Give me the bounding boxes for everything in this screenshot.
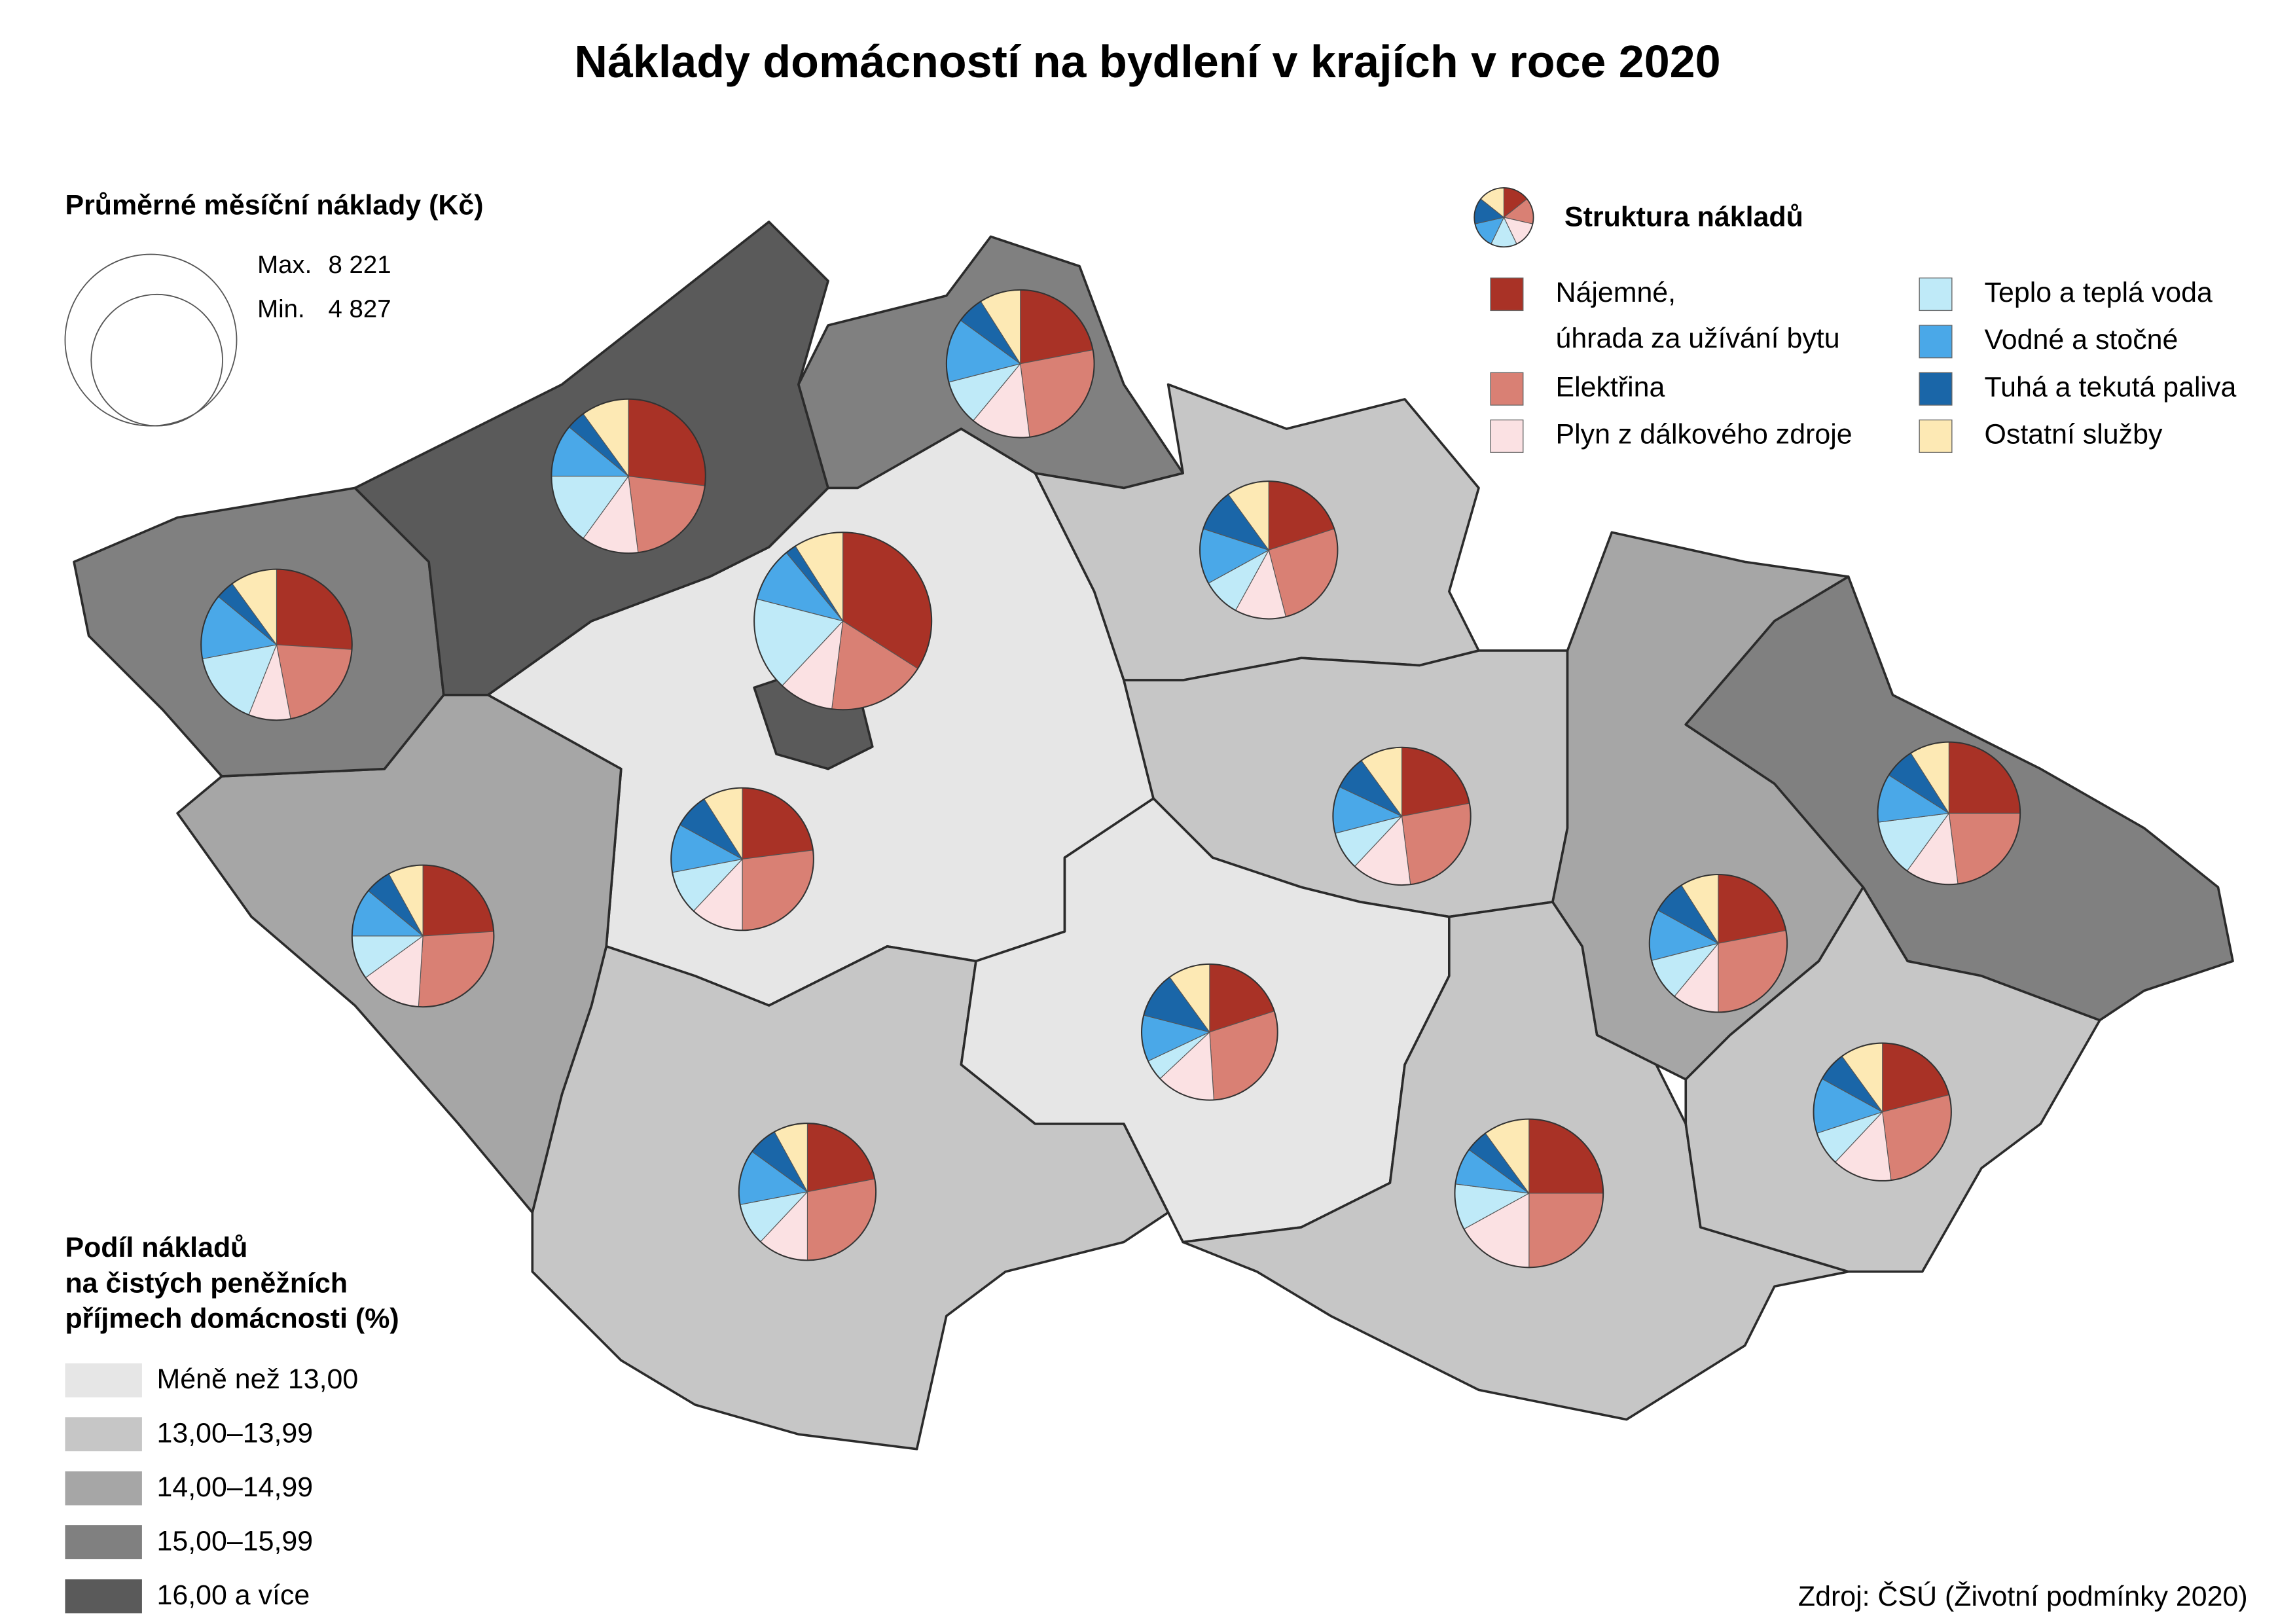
legend-label: Nájemné, xyxy=(1555,277,1676,308)
legend-swatch xyxy=(1919,419,1953,453)
share-legend-title: příjmech domácnosti (%) xyxy=(65,1303,399,1335)
pie-outline xyxy=(1454,1118,1604,1269)
legend-swatch xyxy=(1490,419,1524,453)
share-legend-swatch xyxy=(65,1417,142,1452)
pie-outline xyxy=(738,1123,877,1261)
legend-label: Tuhá a tekutá paliva xyxy=(1985,371,2237,403)
legend-label: Plyn z dálkového zdroje xyxy=(1555,419,1852,450)
share-legend-label: 16,00 a více xyxy=(157,1579,310,1611)
share-legend-title: na čistých peněžních xyxy=(65,1267,348,1299)
pie-outline xyxy=(1332,746,1472,886)
pie-outline xyxy=(1877,741,2021,886)
share-legend-swatch xyxy=(65,1471,142,1506)
share-legend-label: Méně než 13,00 xyxy=(157,1363,359,1395)
size-legend-circle xyxy=(90,293,223,427)
structure-legend-title: Struktura nákladů xyxy=(1564,202,1803,233)
share-legend-label: 13,00–13,99 xyxy=(157,1418,314,1449)
pie-outline xyxy=(1648,874,1788,1013)
pie-outline xyxy=(1813,1042,1952,1182)
size-legend-value: 8 221 xyxy=(329,251,391,279)
pie-outline xyxy=(1141,963,1278,1101)
size-legend-label: Min. xyxy=(257,295,305,323)
legend-swatch xyxy=(1919,325,1953,359)
pie-outline xyxy=(1199,480,1339,620)
pie-outline xyxy=(351,864,495,1008)
legend-swatch xyxy=(1490,278,1524,312)
legend-label: Ostatní služby xyxy=(1985,419,2163,450)
pie-outline xyxy=(551,398,706,554)
pie-outline xyxy=(753,532,933,711)
legend-label: Elektřina xyxy=(1555,371,1665,403)
legend-swatch xyxy=(1919,278,1953,312)
pie-outline xyxy=(945,289,1095,439)
share-legend-swatch xyxy=(65,1579,142,1614)
size-legend-value: 4 827 xyxy=(329,295,391,323)
share-legend-swatch xyxy=(65,1525,142,1560)
legend-label: úhrada za užívání bytu xyxy=(1555,323,1839,354)
legend-swatch xyxy=(1919,372,1953,406)
pie-outline xyxy=(200,568,353,721)
legend-label: Vodné a stočné xyxy=(1985,324,2178,355)
share-legend-title: Podíl nákladů xyxy=(65,1232,247,1263)
share-legend-label: 15,00–15,99 xyxy=(157,1526,314,1557)
pies xyxy=(200,289,2021,1269)
map-title: Náklady domácností na bydlení v krajích … xyxy=(574,36,1720,87)
source-note: Zdroj: ČSÚ (Životní podmínky 2020) xyxy=(1798,1581,2248,1612)
pie-outline xyxy=(670,787,814,931)
size-legend-title: Průměrné měsíční náklady (Kč) xyxy=(65,190,483,221)
legend-pie-outline xyxy=(1473,187,1534,248)
legend-label: Teplo a teplá voda xyxy=(1985,277,2213,308)
share-legend-swatch xyxy=(65,1363,142,1398)
size-legend-label: Max. xyxy=(257,251,312,279)
share-legend-label: 14,00–14,99 xyxy=(157,1471,314,1503)
legend-swatch xyxy=(1490,372,1524,406)
legend: Max. 8 221 Min. 4 827 Nájemné, úhrada za užív… xyxy=(64,187,2237,1614)
